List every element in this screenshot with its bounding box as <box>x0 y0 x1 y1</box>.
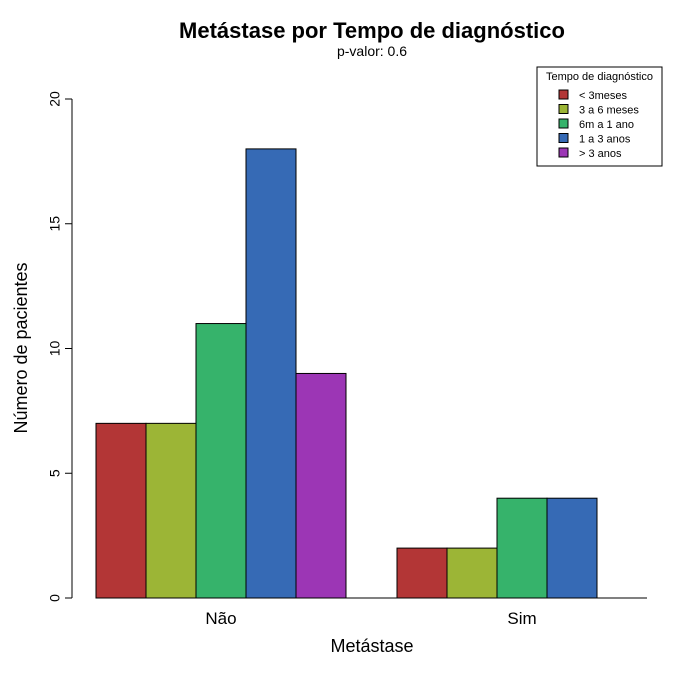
legend-title: Tempo de diagnóstico <box>546 71 653 83</box>
bar-nao-series-2 <box>195 323 247 599</box>
legend-box <box>536 66 663 167</box>
bar-sim-series-3 <box>546 497 598 599</box>
y-tick-label: 20 <box>47 91 63 107</box>
legend-entry-2: 6m a 1 ano <box>579 119 634 131</box>
y-tick-label: 10 <box>47 341 63 357</box>
bar-nao-series-4 <box>295 372 347 599</box>
chart-title: Metástase por Tempo de diagnóstico <box>179 18 565 43</box>
plot-area: 0 5 10 15 20 Não Sim <box>47 91 647 628</box>
y-tick-label: 5 <box>47 469 63 477</box>
legend-swatch-2 <box>558 118 569 129</box>
chart-subtitle: p-valor: 0.6 <box>337 43 407 59</box>
bar-nao-series-3 <box>245 148 297 599</box>
legend-entry-0: < 3meses <box>579 90 627 102</box>
legend-swatch-3 <box>558 133 569 143</box>
x-axis-label: Metástase <box>330 636 413 656</box>
legend-swatch-4 <box>558 147 569 158</box>
y-axis-label: Número de pacientes <box>11 262 31 433</box>
x-category-label: Sim <box>507 609 536 628</box>
legend-entry-4: > 3 anos <box>579 148 622 160</box>
legend-entry-3: 1 a 3 anos <box>579 134 631 146</box>
legend-entry-1: 3 a 6 meses <box>579 105 639 117</box>
bar-sim-series-1 <box>446 547 498 599</box>
legend-swatch-0 <box>558 89 569 100</box>
legend: Tempo de diagnóstico < 3meses 3 a 6 meses 6… <box>536 66 663 167</box>
legend-swatch-1 <box>558 104 569 114</box>
bar-nao-series-0 <box>95 422 147 599</box>
x-category-label: Não <box>205 609 236 628</box>
y-tick-label: 15 <box>47 216 63 232</box>
bar-sim-series-2 <box>496 497 548 599</box>
bar-nao-series-1 <box>145 422 197 599</box>
y-tick-label: 0 <box>47 594 63 602</box>
bar-sim-series-0 <box>396 547 448 599</box>
